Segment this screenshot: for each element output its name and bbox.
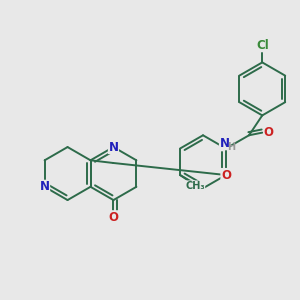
Text: O: O	[264, 126, 274, 139]
Text: H: H	[227, 142, 235, 152]
Text: O: O	[109, 211, 118, 224]
Text: Cl: Cl	[256, 39, 268, 52]
Text: N: N	[220, 137, 230, 150]
Text: CH₃: CH₃	[185, 181, 205, 191]
Text: N: N	[40, 180, 50, 193]
Text: N: N	[109, 141, 118, 154]
Text: O: O	[221, 169, 231, 182]
